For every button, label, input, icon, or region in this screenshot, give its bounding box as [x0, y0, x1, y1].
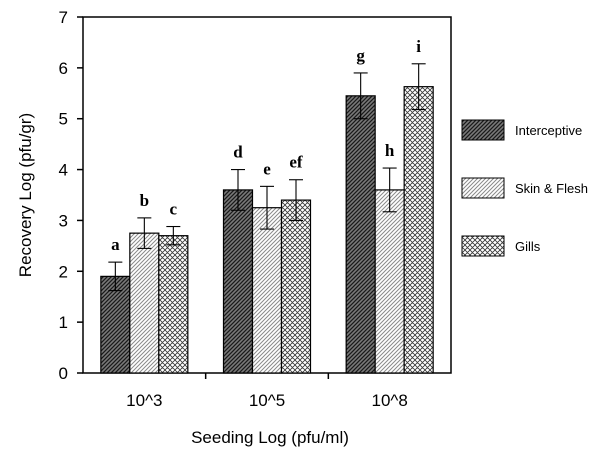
- y-axis-title: Recovery Log (pfu/gr): [16, 113, 35, 277]
- bar-gills-1: [280, 199, 312, 374]
- significance-letter: e: [263, 159, 271, 178]
- legend-swatch: [461, 177, 505, 199]
- significance-letter: c: [170, 200, 178, 219]
- bar-interceptive-1: [222, 189, 254, 374]
- y-tick-label: 0: [59, 364, 68, 383]
- significance-letter: b: [140, 191, 149, 210]
- y-tick-label: 5: [59, 110, 68, 129]
- significance-labels: a b c d e ef g h i: [111, 37, 421, 254]
- legend-label: Interceptive: [515, 123, 582, 138]
- y-tick-label: 1: [59, 313, 68, 332]
- significance-letter: g: [356, 46, 365, 65]
- legend-swatch: [461, 235, 505, 257]
- y-tick-label: 3: [59, 211, 68, 230]
- x-tick-label: 10^5: [249, 391, 285, 410]
- bar-skin-flesh-1: [251, 207, 283, 374]
- x-tick-label: 10^3: [126, 391, 162, 410]
- bar-gills-0: [158, 235, 189, 374]
- significance-letter: d: [233, 143, 243, 162]
- bar-skin-flesh-0: [129, 232, 160, 374]
- legend-label: Skin & Flesh: [515, 181, 588, 196]
- y-tick-label: 4: [59, 161, 68, 180]
- y-tick-label: 6: [59, 59, 68, 78]
- y-tick-label: 2: [59, 262, 68, 281]
- x-tick-label: 10^8: [371, 391, 407, 410]
- significance-letter: i: [416, 37, 421, 56]
- legend-swatch: [461, 119, 505, 141]
- x-axis-title: Seeding Log (pfu/ml): [191, 428, 349, 447]
- bar-gills-2: [403, 86, 434, 374]
- significance-letter: ef: [289, 153, 303, 172]
- significance-letter: h: [385, 141, 395, 160]
- legend: Interceptive Skin & Flesh Gills: [461, 119, 588, 257]
- significance-letter: a: [111, 235, 120, 254]
- legend-label: Gills: [515, 239, 541, 254]
- y-tick-label: 7: [59, 8, 68, 27]
- bars: [100, 63, 434, 374]
- bar-interceptive-2: [345, 95, 376, 374]
- bar-skin-flesh-2: [374, 189, 405, 374]
